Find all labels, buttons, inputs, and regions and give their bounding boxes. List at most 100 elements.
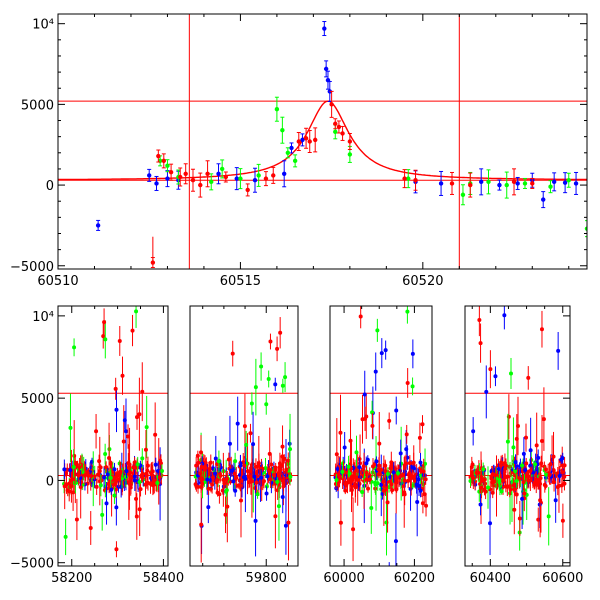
data-point <box>254 480 259 485</box>
bottom-point-green <box>135 456 140 472</box>
data-point <box>543 467 548 472</box>
bottom-point-red <box>108 458 113 469</box>
top-point-green <box>285 147 291 159</box>
data-point <box>205 171 210 176</box>
data-point <box>198 450 203 455</box>
data-point <box>280 494 285 499</box>
data-point <box>508 371 513 376</box>
data-point <box>229 464 234 469</box>
bottom-point-red <box>541 387 546 451</box>
bottom-point-green <box>263 458 268 479</box>
bottom-point-red <box>361 461 366 479</box>
data-point <box>511 483 516 488</box>
x-tick-label: 59800 <box>246 571 287 586</box>
data-point <box>154 181 159 186</box>
data-point <box>252 178 258 183</box>
data-point <box>273 382 278 387</box>
data-point <box>263 176 269 181</box>
top-point-green <box>486 169 491 195</box>
data-point <box>389 482 394 487</box>
data-point <box>514 478 519 483</box>
bottom-point-red <box>389 475 394 494</box>
data-point <box>383 348 388 353</box>
data-point <box>85 470 90 475</box>
bottom-point-green <box>159 464 164 478</box>
data-point <box>70 477 75 482</box>
data-point <box>109 487 114 492</box>
data-point <box>504 182 509 188</box>
data-point <box>266 376 271 381</box>
data-point <box>521 480 526 485</box>
bottom-outlier-blue <box>493 366 498 387</box>
data-point <box>530 181 535 186</box>
bottom-point-red <box>281 479 286 488</box>
bottom-point-red <box>113 479 118 488</box>
bottom-point-red <box>370 412 375 439</box>
bottom-point-red <box>420 493 425 514</box>
bottom-point-red <box>521 473 526 491</box>
data-point <box>539 327 544 332</box>
data-point <box>543 484 548 489</box>
data-point <box>195 453 200 458</box>
data-point <box>387 474 392 479</box>
bottom-point-red <box>76 465 81 486</box>
top-point-red <box>329 90 334 118</box>
data-point <box>338 520 343 525</box>
y-tick-label: 0 <box>46 179 54 194</box>
data-point <box>370 423 375 428</box>
data-point <box>198 471 203 476</box>
data-point <box>551 454 556 459</box>
data-point <box>402 176 407 181</box>
data-point <box>102 320 107 325</box>
bottom-point-red <box>206 482 211 496</box>
data-point <box>113 481 118 486</box>
data-point <box>114 407 119 412</box>
data-point <box>133 465 138 470</box>
bottom-outlier-red <box>230 340 235 367</box>
data-point <box>105 472 110 477</box>
top-point-blue <box>322 21 327 37</box>
bottom-outlier-red <box>120 356 125 395</box>
bottom-point-red <box>514 484 519 505</box>
bottom-point-red <box>74 498 79 541</box>
y-tick-label: −5000 <box>10 557 54 572</box>
data-point <box>524 435 529 440</box>
data-point <box>573 181 579 186</box>
data-point <box>407 461 412 466</box>
bottom-point-red <box>271 467 276 482</box>
data-point <box>322 26 327 31</box>
data-point <box>274 107 280 112</box>
bottom-point-blue <box>153 457 158 472</box>
data-point <box>153 462 158 467</box>
data-point <box>224 488 229 493</box>
bottom-point-red <box>226 452 231 467</box>
bottom-point-green <box>340 465 345 479</box>
data-point <box>490 490 495 495</box>
data-point <box>385 500 390 505</box>
data-point <box>206 505 211 510</box>
data-point <box>283 375 288 380</box>
data-point <box>347 152 353 157</box>
bottom-point-green <box>137 477 142 487</box>
bottom-point-blue <box>411 464 416 472</box>
data-point <box>402 478 407 483</box>
data-point <box>264 491 269 496</box>
data-point <box>124 469 129 474</box>
bottom-point-red <box>94 478 99 495</box>
data-point <box>334 452 339 457</box>
bottom-point-green <box>373 473 378 493</box>
data-point <box>238 463 243 468</box>
bottom-point-red <box>360 394 365 444</box>
data-point <box>198 182 203 188</box>
top-point-green <box>165 159 170 173</box>
data-point <box>474 470 479 475</box>
bottom-point-red <box>106 479 111 488</box>
data-point <box>410 351 415 356</box>
top-point-blue <box>479 168 484 196</box>
data-point <box>271 472 276 477</box>
bottom-point-red <box>424 495 429 517</box>
bottom-point-red <box>143 474 148 495</box>
data-point <box>546 514 551 519</box>
bottom-point-red <box>133 460 138 476</box>
data-point <box>449 181 455 186</box>
